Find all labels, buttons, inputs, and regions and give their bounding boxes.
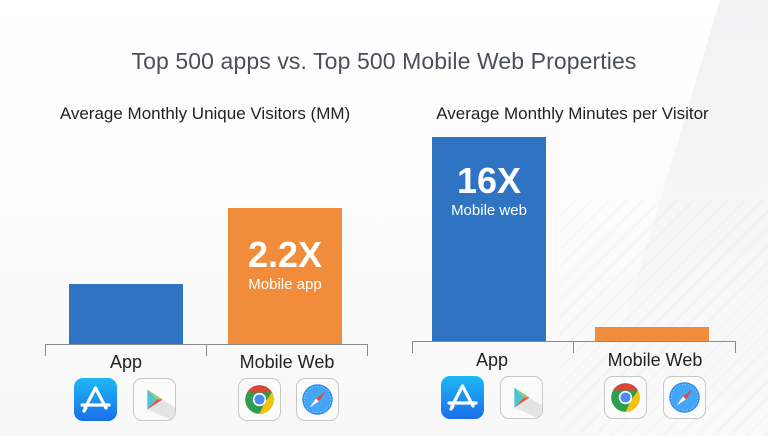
safari-icon: [663, 376, 706, 419]
axis-tick: [735, 341, 736, 353]
category-label-app: App: [109, 352, 143, 372]
chrome-icon: [238, 378, 281, 421]
axis-tick: [367, 344, 368, 356]
page-title: Top 500 apps vs. Top 500 Mobile Web Prop…: [131, 48, 637, 74]
category-label-app: App: [475, 350, 509, 370]
bar-mobile-web: 2.2X Mobile app: [228, 208, 342, 344]
app-store-icon: [74, 378, 117, 421]
bar-mobile-web: [595, 327, 709, 341]
axis-tick: [206, 344, 207, 356]
app-store-icon: [441, 376, 484, 419]
category-label-mobile-web: Mobile Web: [607, 350, 703, 370]
axis-tick: [412, 341, 413, 353]
bar-highlight-label: Mobile web: [451, 202, 527, 219]
safari-icon: [296, 378, 339, 421]
bar-app: 16X Mobile web: [432, 137, 546, 341]
axis-tick: [573, 341, 574, 353]
x-axis: [412, 341, 736, 342]
google-play-icon: [133, 378, 176, 421]
google-play-icon: [500, 376, 543, 419]
axis-tick: [45, 344, 46, 356]
bar-highlight-value: 2.2X: [247, 234, 323, 275]
chart-title: Average Monthly Unique Visitors (MM): [59, 104, 351, 123]
category-label-mobile-web: Mobile Web: [239, 352, 335, 372]
bar-app: [69, 284, 183, 344]
chrome-icon: [604, 376, 647, 419]
bar-highlight-value: 16X: [456, 160, 522, 201]
bar-highlight-label: Mobile app: [248, 276, 322, 293]
chart-title: Average Monthly Minutes per Visitor: [436, 104, 709, 123]
